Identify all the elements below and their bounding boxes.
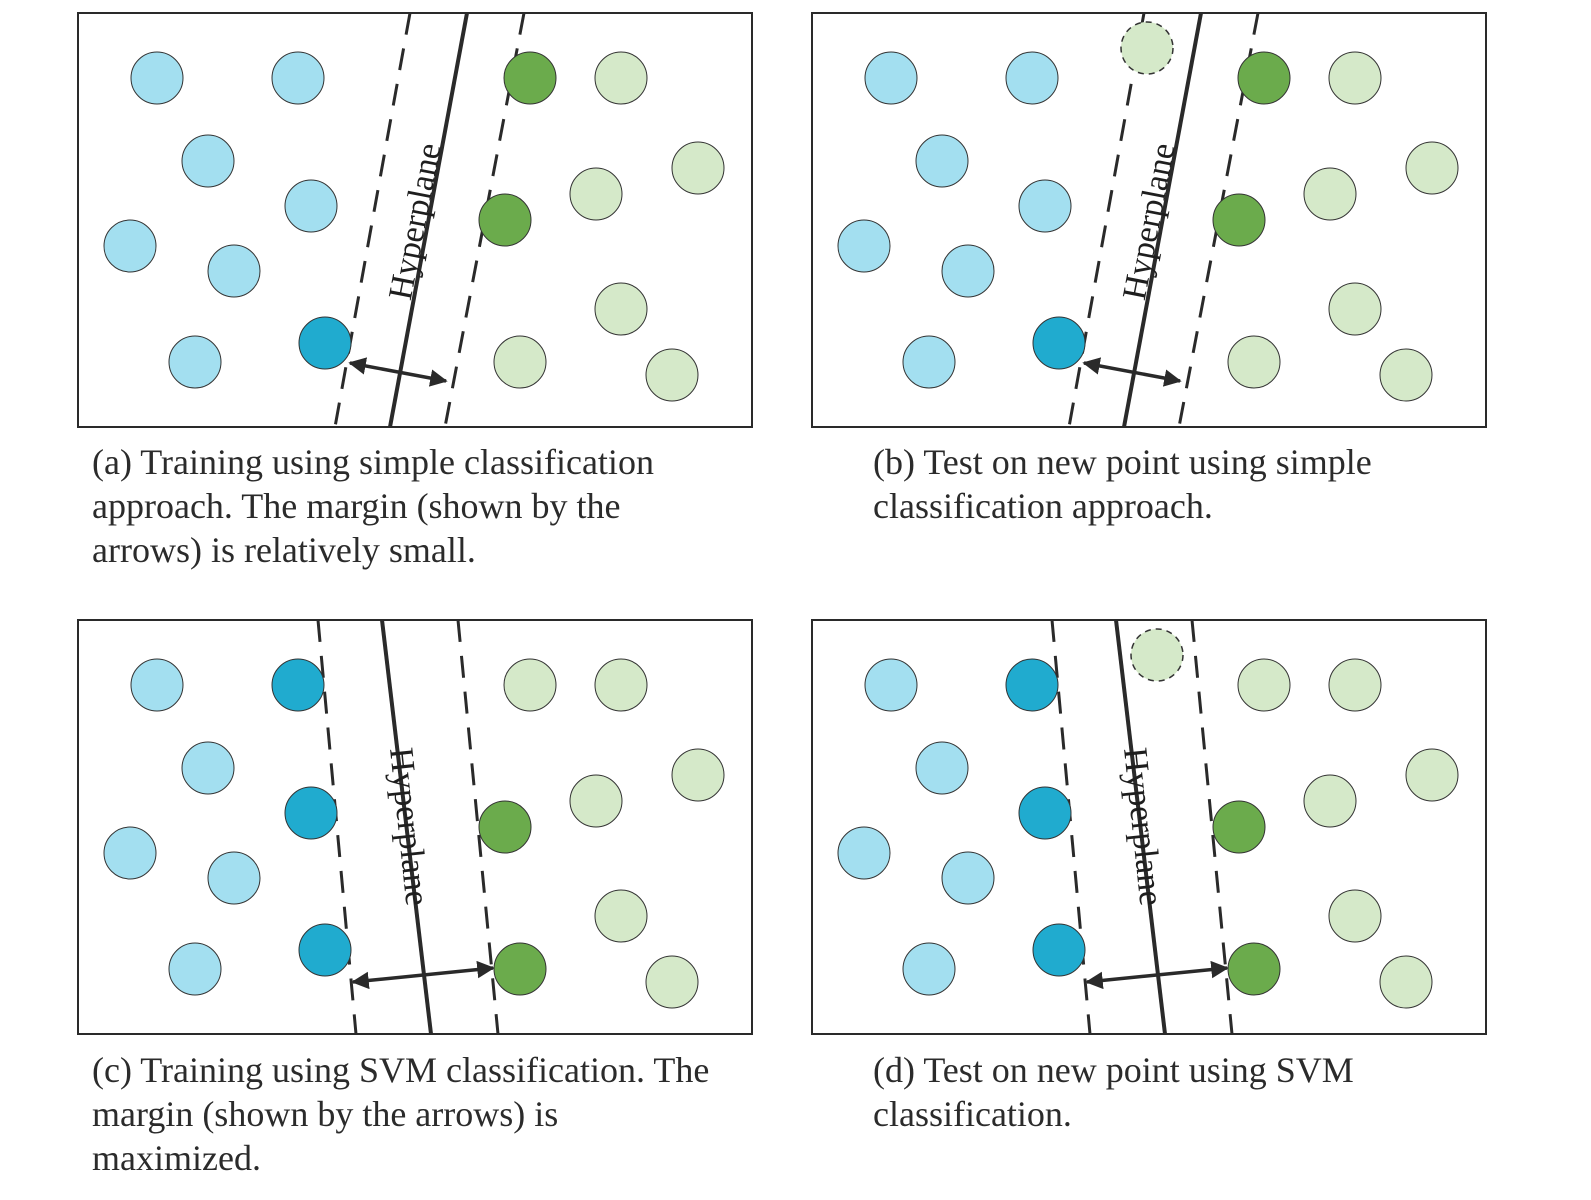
class-b-support-vector [478, 193, 532, 247]
class-b-point [1328, 282, 1382, 336]
panel-frame [811, 619, 1487, 1035]
class-a-point [207, 851, 261, 905]
caption-d: (d) Test on new point using SVM classifi… [873, 1050, 1354, 1134]
class-a-point [902, 942, 956, 996]
class-a-point [181, 741, 235, 795]
class-b-point [594, 282, 648, 336]
class-b-point [594, 658, 648, 712]
class-b-point [1237, 658, 1291, 712]
class-a-point [103, 826, 157, 880]
margin-arrow [1085, 960, 1229, 990]
class-a-point [915, 741, 969, 795]
class-b-support-vector [478, 800, 532, 854]
class-a-support-vector [1018, 786, 1072, 840]
margin-arrow [351, 960, 495, 990]
new-test-point [1130, 628, 1184, 682]
class-b-point [671, 748, 725, 802]
class-a-point [271, 51, 325, 105]
caption-c: (c) Training using SVM classification. T… [92, 1050, 710, 1178]
class-b-support-vector [1227, 942, 1281, 996]
class-a-support-vector [1032, 923, 1086, 977]
panel-a: Hyperplane [77, 12, 753, 428]
class-b-support-vector [1237, 51, 1291, 105]
class-a-point [130, 51, 184, 105]
caption-a: (a) Training using simple classification… [92, 442, 654, 570]
class-b-point [1405, 141, 1459, 195]
panel-frame [811, 12, 1487, 428]
hyperplane-label: Hyperplane [1116, 140, 1183, 303]
class-b-point [1303, 774, 1357, 828]
class-a-point [168, 942, 222, 996]
class-a-point [207, 244, 261, 298]
class-b-point [1227, 335, 1281, 389]
class-b-point [493, 335, 547, 389]
panel-c-diagram: Hyperplane [77, 619, 753, 1035]
class-b-point [569, 774, 623, 828]
class-b-point [1303, 167, 1357, 221]
class-b-support-vector [1212, 193, 1266, 247]
class-a-point [837, 826, 891, 880]
class-a-point [864, 51, 918, 105]
hyperplane-label: Hyperplane [382, 140, 449, 303]
class-b-point [569, 167, 623, 221]
class-a-point [103, 219, 157, 273]
margin-arrow [1082, 357, 1182, 387]
class-a-support-vector [284, 786, 338, 840]
class-b-point [1328, 889, 1382, 943]
class-a-support-vector [1032, 316, 1086, 370]
class-b-point [1379, 348, 1433, 402]
class-b-support-vector [503, 51, 557, 105]
panel-d-diagram: Hyperplane [811, 619, 1487, 1035]
class-a-point [902, 335, 956, 389]
class-b-point [503, 658, 557, 712]
class-a-point [284, 179, 338, 233]
class-b-point [645, 955, 699, 1009]
class-a-point [130, 658, 184, 712]
class-b-point [1328, 51, 1382, 105]
class-a-point [915, 134, 969, 188]
class-a-support-vector [298, 923, 352, 977]
class-b-point [1328, 658, 1382, 712]
panel-frame [77, 619, 753, 1035]
class-a-point [168, 335, 222, 389]
hyperplane-label: Hyperplane [382, 746, 435, 908]
caption-b: (b) Test on new point using simple class… [873, 442, 1372, 526]
panel-c: Hyperplane [77, 619, 753, 1035]
class-a-point [864, 658, 918, 712]
panel-d: Hyperplane [811, 619, 1487, 1035]
class-a-point [1005, 51, 1059, 105]
new-test-point [1120, 21, 1174, 75]
panel-frame [77, 12, 753, 428]
class-a-point [941, 244, 995, 298]
class-b-point [1379, 955, 1433, 1009]
class-b-support-vector [493, 942, 547, 996]
class-a-support-vector [271, 658, 325, 712]
class-a-point [181, 134, 235, 188]
class-a-support-vector [1005, 658, 1059, 712]
panel-b: Hyperplane [811, 12, 1487, 428]
class-b-point [594, 889, 648, 943]
class-b-point [1405, 748, 1459, 802]
class-a-point [837, 219, 891, 273]
class-b-support-vector [1212, 800, 1266, 854]
class-b-point [671, 141, 725, 195]
panel-a-diagram: Hyperplane [77, 12, 753, 428]
class-b-point [645, 348, 699, 402]
class-a-support-vector [298, 316, 352, 370]
panel-b-diagram: Hyperplane [811, 12, 1487, 428]
class-a-point [1018, 179, 1072, 233]
class-a-point [941, 851, 995, 905]
hyperplane-label: Hyperplane [1116, 746, 1169, 908]
margin-arrow [348, 357, 448, 387]
class-b-point [594, 51, 648, 105]
